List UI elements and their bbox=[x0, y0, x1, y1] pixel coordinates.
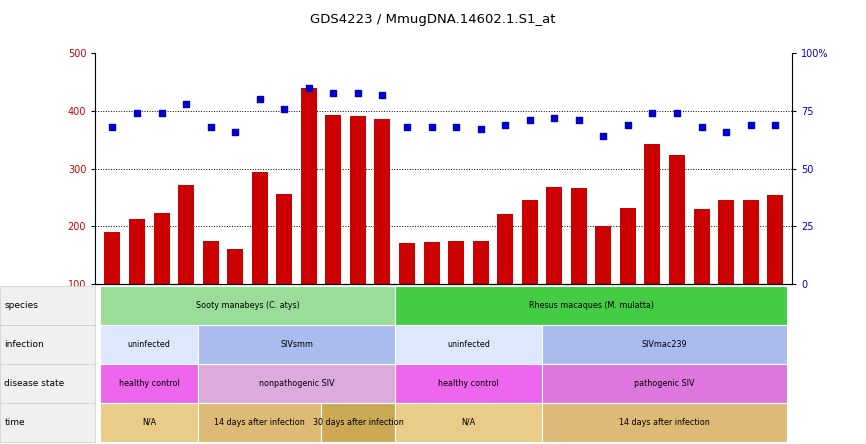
Text: healthy control: healthy control bbox=[438, 379, 499, 388]
Text: healthy control: healthy control bbox=[119, 379, 179, 388]
Point bbox=[768, 121, 782, 128]
Point bbox=[155, 110, 169, 117]
Text: uninfected: uninfected bbox=[447, 340, 490, 349]
Text: nonpathogenic SIV: nonpathogenic SIV bbox=[259, 379, 334, 388]
Text: 30 days after infection: 30 days after infection bbox=[313, 418, 404, 427]
Bar bbox=[374, 119, 391, 284]
Point bbox=[719, 128, 733, 135]
Point bbox=[106, 123, 120, 131]
Bar bbox=[153, 213, 170, 284]
Point bbox=[130, 110, 144, 117]
Bar bbox=[326, 115, 341, 284]
Point bbox=[449, 123, 463, 131]
Point bbox=[229, 128, 242, 135]
Point bbox=[621, 121, 635, 128]
Bar bbox=[276, 194, 292, 284]
Point bbox=[744, 121, 758, 128]
Bar bbox=[694, 209, 709, 284]
Text: Rhesus macaques (M. mulatta): Rhesus macaques (M. mulatta) bbox=[528, 301, 654, 310]
Point bbox=[302, 84, 316, 91]
Bar bbox=[644, 144, 661, 284]
Bar bbox=[546, 187, 562, 284]
Point bbox=[376, 91, 390, 99]
Bar bbox=[423, 242, 440, 284]
Bar bbox=[350, 116, 366, 284]
Point bbox=[670, 110, 684, 117]
Point bbox=[253, 96, 267, 103]
Point bbox=[695, 123, 708, 131]
Bar bbox=[473, 242, 488, 284]
Bar bbox=[571, 188, 587, 284]
Bar bbox=[521, 200, 538, 284]
Bar bbox=[669, 155, 685, 284]
Point bbox=[424, 123, 438, 131]
Text: Sooty manabeys (C. atys): Sooty manabeys (C. atys) bbox=[196, 301, 300, 310]
Bar bbox=[105, 232, 120, 284]
Point bbox=[498, 121, 512, 128]
Text: time: time bbox=[4, 418, 25, 427]
Bar bbox=[767, 195, 783, 284]
Point bbox=[645, 110, 659, 117]
Point bbox=[597, 133, 611, 140]
Bar bbox=[718, 201, 734, 284]
Text: 14 days after infection: 14 days after infection bbox=[619, 418, 710, 427]
Point bbox=[326, 89, 340, 96]
Text: N/A: N/A bbox=[462, 418, 475, 427]
Bar bbox=[301, 88, 317, 284]
Text: 14 days after infection: 14 days after infection bbox=[215, 418, 305, 427]
Text: species: species bbox=[4, 301, 38, 310]
Text: SIVmac239: SIVmac239 bbox=[642, 340, 688, 349]
Bar bbox=[129, 219, 145, 284]
Point bbox=[523, 117, 537, 124]
Bar bbox=[620, 208, 636, 284]
Bar bbox=[399, 242, 415, 284]
Point bbox=[572, 117, 585, 124]
Bar bbox=[497, 214, 514, 284]
Point bbox=[400, 123, 414, 131]
Text: infection: infection bbox=[4, 340, 44, 349]
Point bbox=[474, 126, 488, 133]
Text: uninfected: uninfected bbox=[128, 340, 171, 349]
Point bbox=[204, 123, 217, 131]
Text: GDS4223 / MmugDNA.14602.1.S1_at: GDS4223 / MmugDNA.14602.1.S1_at bbox=[310, 13, 556, 26]
Text: disease state: disease state bbox=[4, 379, 65, 388]
Bar bbox=[227, 249, 243, 284]
Bar bbox=[743, 200, 759, 284]
Text: pathogenic SIV: pathogenic SIV bbox=[635, 379, 695, 388]
Bar bbox=[178, 186, 194, 284]
Text: N/A: N/A bbox=[142, 418, 157, 427]
Bar bbox=[448, 241, 464, 284]
Bar bbox=[596, 226, 611, 284]
Point bbox=[179, 100, 193, 107]
Bar bbox=[203, 242, 218, 284]
Point bbox=[547, 115, 561, 122]
Point bbox=[277, 105, 291, 112]
Text: SIVsmm: SIVsmm bbox=[280, 340, 313, 349]
Point bbox=[351, 89, 365, 96]
Bar bbox=[252, 172, 268, 284]
